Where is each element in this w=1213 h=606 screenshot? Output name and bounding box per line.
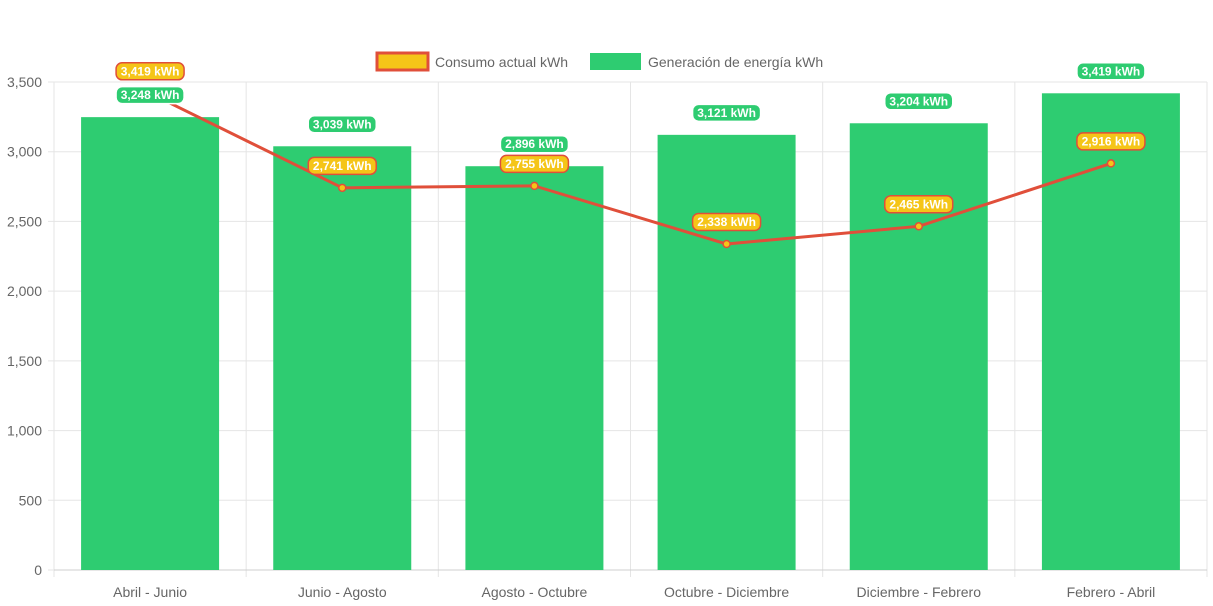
y-axis: 0 500 1,000 1,500 2,000 2,500 3,000 3,500	[7, 74, 42, 578]
data-label: 2,755 kWh	[505, 157, 564, 171]
bar-series	[81, 93, 1180, 571]
legend-item-generacion[interactable]: Generación de energía kWh	[590, 53, 823, 70]
data-label: 2,916 kWh	[1082, 134, 1141, 148]
y-tick-label: 500	[19, 492, 43, 508]
data-label: 3,419 kWh	[121, 64, 180, 78]
line-point	[1106, 159, 1116, 168]
data-label-bg	[307, 156, 377, 176]
legend-item-consumo[interactable]: Consumo actual kWh	[375, 51, 568, 72]
data-label-bg	[115, 85, 185, 105]
y-tick-label: 3,000	[7, 144, 42, 160]
y-tick-label: 3,500	[7, 74, 42, 90]
data-label-bg	[499, 154, 570, 174]
bar	[849, 123, 988, 570]
x-tick-label: Agosto - Octubre	[482, 584, 588, 600]
data-label-bg	[691, 212, 762, 232]
data-label-bg	[499, 134, 570, 154]
legend[interactable]: Consumo actual kWh Generación de energía…	[375, 51, 823, 72]
data-label: 3,039 kWh	[313, 117, 372, 131]
y-tick-label: 2,500	[7, 213, 42, 229]
data-label-badge: 3,121 kWh	[691, 103, 762, 123]
legend-swatch-consumo	[375, 51, 430, 72]
y-tick-label: 2,000	[7, 283, 42, 299]
y-tick-label: 0	[34, 562, 42, 578]
data-label: 2,896 kWh	[505, 137, 564, 151]
data-label-badge: 2,916 kWh	[1076, 132, 1146, 151]
x-tick-label: Junio - Agosto	[298, 584, 387, 600]
bar	[657, 134, 796, 570]
data-label-badge: 3,419 kWh	[1076, 62, 1146, 81]
data-label-badge: 2,465 kWh	[884, 195, 954, 214]
data-label: 2,741 kWh	[313, 159, 372, 173]
line-point	[530, 181, 539, 191]
data-label-bg	[884, 92, 954, 111]
data-label-badge: 2,755 kWh	[499, 154, 570, 174]
data-label-badge: 2,338 kWh	[691, 212, 762, 232]
bar	[465, 166, 604, 571]
data-label-badge: 3,039 kWh	[307, 115, 377, 134]
y-tick-label: 1,000	[7, 423, 42, 439]
data-label-badge: 3,204 kWh	[884, 92, 954, 111]
data-labels: 3,248 kWh 3,039 kWh 2,896 kWh 3,121 kWh 3,20…	[115, 62, 1146, 232]
x-tick-label: Diciembre - Febrero	[857, 584, 982, 600]
x-axis: Abril - Junio Junio - Agosto Agosto - Octu…	[113, 584, 1155, 600]
bar	[273, 146, 412, 571]
bar	[81, 117, 220, 571]
y-tick-label: 1,500	[7, 353, 42, 369]
legend-label-consumo: Consumo actual kWh	[435, 54, 568, 70]
data-label: 3,204 kWh	[889, 94, 948, 108]
x-tick-label: Octubre - Diciembre	[664, 584, 789, 600]
data-label-bg	[691, 103, 762, 123]
data-label-bg	[884, 195, 954, 214]
data-label-bg	[1076, 62, 1146, 81]
line-point	[914, 222, 923, 231]
data-label-badge: 3,248 kWh	[115, 85, 185, 105]
data-label-bg	[307, 115, 377, 134]
x-tick-label: Febrero - Abril	[1067, 584, 1156, 600]
data-label-badge: 2,741 kWh	[307, 156, 377, 176]
data-label: 2,465 kWh	[889, 197, 948, 211]
data-label: 2,338 kWh	[697, 215, 756, 229]
legend-label-generacion: Generación de energía kWh	[648, 54, 823, 70]
data-label: 3,248 kWh	[121, 88, 180, 102]
data-label-badge: 3,419 kWh	[115, 62, 185, 81]
line-point	[338, 183, 347, 193]
data-label-bg	[115, 62, 185, 81]
line-point	[722, 239, 731, 249]
x-tick-label: Abril - Junio	[113, 584, 187, 600]
data-label: 3,419 kWh	[1082, 64, 1141, 78]
data-label: 3,121 kWh	[697, 106, 756, 120]
legend-swatch-generacion	[590, 53, 641, 70]
bar	[1041, 93, 1180, 571]
data-label-badge: 2,896 kWh	[499, 134, 570, 154]
grid	[48, 81, 1208, 577]
data-label-bg	[1076, 132, 1146, 151]
